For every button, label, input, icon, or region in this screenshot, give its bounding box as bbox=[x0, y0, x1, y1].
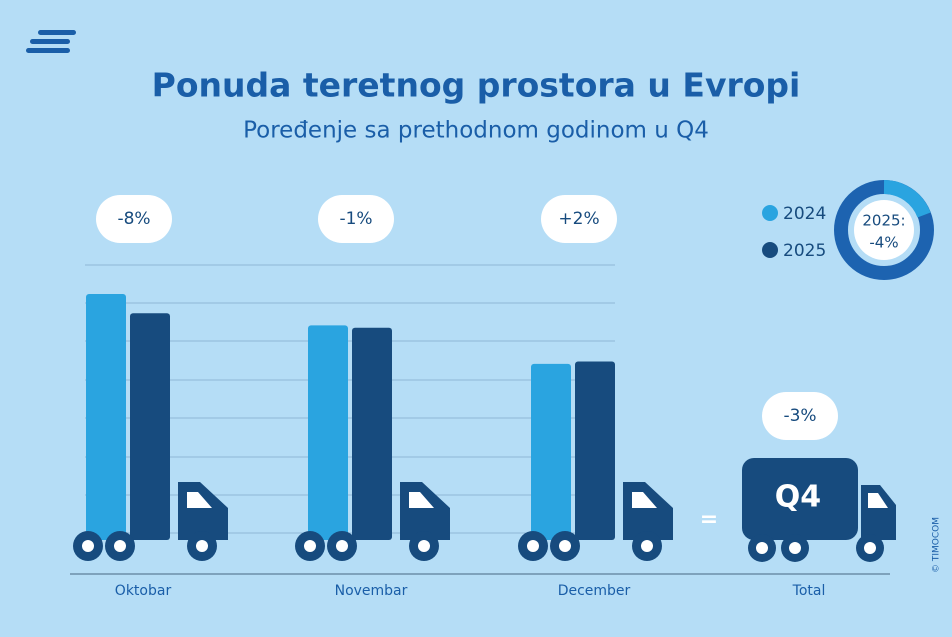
wheel-hub bbox=[418, 540, 430, 552]
total-change-pill bbox=[762, 392, 838, 440]
change-label: -1% bbox=[339, 209, 372, 229]
legend-swatch bbox=[762, 205, 778, 221]
wheel-hub bbox=[527, 540, 539, 552]
wheel-hub bbox=[304, 540, 316, 552]
decorative-lines bbox=[85, 264, 615, 534]
legend-swatch bbox=[762, 242, 778, 258]
wheel-hub bbox=[336, 540, 348, 552]
wheel-hub bbox=[82, 540, 94, 552]
bar bbox=[575, 361, 615, 540]
legend-label: 2025 bbox=[783, 241, 826, 261]
change-pill bbox=[318, 195, 394, 243]
donut: 2025: -4% bbox=[834, 180, 934, 280]
x-tick-label: Novembar bbox=[335, 583, 408, 599]
change-pill bbox=[541, 195, 617, 243]
x-tick-label: Total bbox=[792, 583, 826, 599]
total-truck: Q4 bbox=[742, 458, 896, 562]
truck-window bbox=[187, 492, 212, 508]
logo bbox=[26, 30, 76, 53]
wheel-hub bbox=[114, 540, 126, 552]
donut-label: 2025: bbox=[862, 212, 905, 230]
wheel-hub bbox=[196, 540, 208, 552]
total-change: -3% bbox=[783, 406, 816, 426]
donut-value: -4% bbox=[869, 234, 898, 252]
chart-title: Ponuda teretnog prostora u Evropi bbox=[152, 66, 801, 105]
copyright: © TIMOCOM bbox=[932, 517, 942, 573]
bar bbox=[86, 294, 126, 540]
bar bbox=[130, 313, 170, 540]
x-tick-label: December bbox=[558, 583, 631, 599]
chart-subtitle: Poređenje sa prethodnom godinom u Q4 bbox=[243, 118, 709, 144]
truck-window bbox=[632, 492, 657, 508]
x-tick-label: Oktobar bbox=[115, 583, 172, 599]
change-label: +2% bbox=[558, 209, 599, 229]
legend-label: 2024 bbox=[783, 204, 826, 224]
equals-sign: = bbox=[700, 507, 718, 532]
bar bbox=[308, 325, 348, 540]
bar bbox=[352, 327, 392, 540]
change-label: -8% bbox=[117, 209, 150, 229]
total-badge: Q4 bbox=[775, 480, 821, 515]
wheel-hub bbox=[641, 540, 653, 552]
change-pill bbox=[96, 195, 172, 243]
bar bbox=[531, 363, 571, 540]
wheel-hub bbox=[559, 540, 571, 552]
truck-window bbox=[409, 492, 434, 508]
